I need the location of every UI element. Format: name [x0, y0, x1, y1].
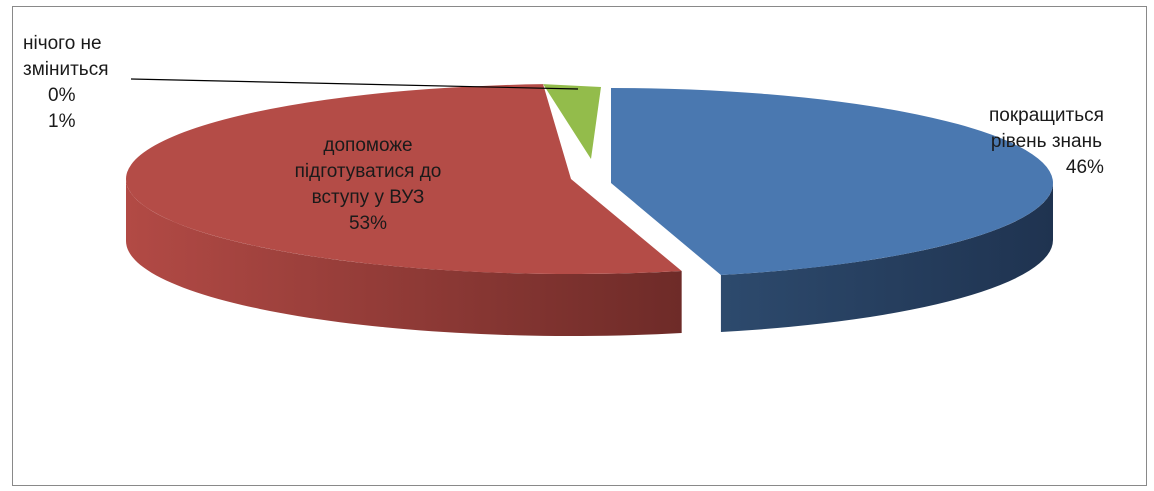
slice-1-side: [720, 183, 1053, 333]
label-slice-3: нічого не зміниться 0% 1%: [23, 33, 109, 132]
chart-frame: покращиться рівень знань 46% допоможе пі…: [12, 6, 1147, 486]
label-slice-1: покращиться рівень знань 46%: [989, 105, 1104, 178]
pie-chart: [126, 78, 1054, 337]
slice-1-top: [611, 88, 1054, 276]
slice-2-side: [126, 179, 682, 337]
slice-2-top: [126, 84, 682, 274]
label-slice-2: допоможе підготуватися до вступу у ВУЗ 5…: [294, 135, 442, 234]
leader-line: [130, 78, 579, 90]
slice-4-top: [543, 84, 601, 159]
